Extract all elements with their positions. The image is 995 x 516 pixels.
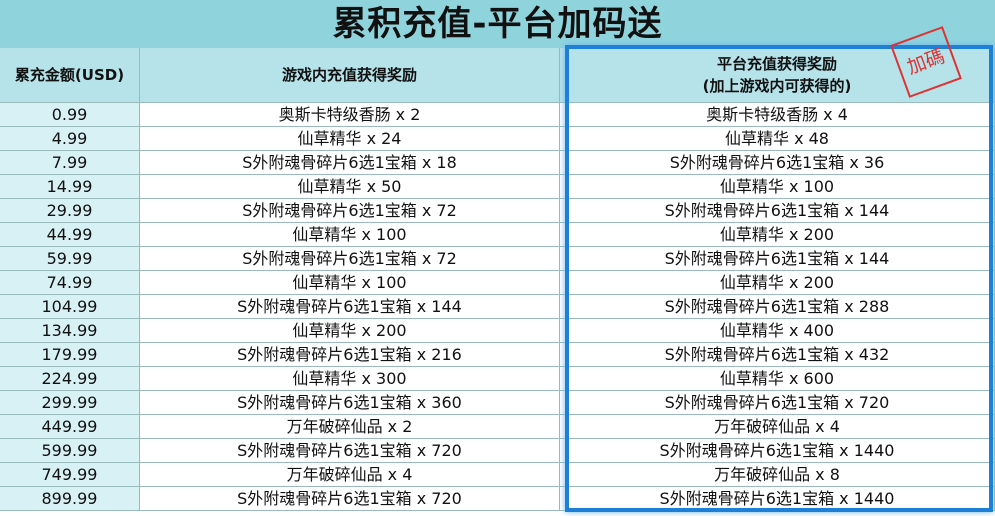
reward-cell: S外附魂骨碎片6选1宝箱 x 1440 [560,439,995,463]
amount-cell: 179.99 [0,343,140,367]
amount-cell: 899.99 [0,487,140,511]
amount-cell: 44.99 [0,223,140,247]
reward-cell: S外附魂骨碎片6选1宝箱 x 720 [140,487,560,511]
header-line: 平台充值获得奖励 [716,55,837,73]
reward-cell: S外附魂骨碎片6选1宝箱 x 288 [560,295,995,319]
reward-cell: 仙草精华 x 100 [140,223,560,247]
reward-cell: S外附魂骨碎片6选1宝箱 x 144 [560,199,995,223]
reward-cell: S外附魂骨碎片6选1宝箱 x 360 [140,391,560,415]
reward-cell: S外附魂骨碎片6选1宝箱 x 72 [140,199,560,223]
amount-cell: 74.99 [0,271,140,295]
reward-cell: 仙草精华 x 100 [140,271,560,295]
amount-cell: 134.99 [0,319,140,343]
reward-cell: S外附魂骨碎片6选1宝箱 x 432 [560,343,995,367]
reward-cell: S外附魂骨碎片6选1宝箱 x 144 [140,295,560,319]
amount-cell: 104.99 [0,295,140,319]
reward-cell: 仙草精华 x 200 [140,319,560,343]
reward-cell: S外附魂骨碎片6选1宝箱 x 36 [560,151,995,175]
reward-cell: S外附魂骨碎片6选1宝箱 x 1440 [560,487,995,511]
reward-cell: 仙草精华 x 200 [560,271,995,295]
reward-cell: 万年破碎仙品 x 8 [560,463,995,487]
reward-cell: 仙草精华 x 100 [560,175,995,199]
amount-cell: 299.99 [0,391,140,415]
amount-cell: 749.99 [0,463,140,487]
column-header: 累充金额(USD) [0,48,140,103]
amount-cell: 0.99 [0,103,140,127]
column-header: 平台充值获得奖励 (加上游戏内可获得的) [560,48,995,103]
column-header: 游戏内充值获得奖励 [140,48,560,103]
reward-cell: 仙草精华 x 50 [140,175,560,199]
reward-cell: S外附魂骨碎片6选1宝箱 x 18 [140,151,560,175]
title: 累积充值-平台加码送 [0,0,995,49]
amount-cell: 4.99 [0,127,140,151]
reward-cell: 万年破碎仙品 x 2 [140,415,560,439]
reward-cell: 仙草精华 x 600 [560,367,995,391]
reward-cell: 万年破碎仙品 x 4 [140,463,560,487]
reward-cell: 仙草精华 x 48 [560,127,995,151]
amount-cell: 14.99 [0,175,140,199]
reward-cell: S外附魂骨碎片6选1宝箱 x 720 [560,391,995,415]
reward-cell: 仙草精华 x 24 [140,127,560,151]
amount-cell: 29.99 [0,199,140,223]
reward-cell: S外附魂骨碎片6选1宝箱 x 216 [140,343,560,367]
reward-cell: S外附魂骨碎片6选1宝箱 x 72 [140,247,560,271]
reward-cell: 仙草精华 x 400 [560,319,995,343]
amount-cell: 449.99 [0,415,140,439]
reward-cell: 奥斯卡特级香肠 x 4 [560,103,995,127]
amount-cell: 7.99 [0,151,140,175]
reward-cell: 仙草精华 x 200 [560,223,995,247]
reward-cell: 万年破碎仙品 x 4 [560,415,995,439]
reward-cell: 奥斯卡特级香肠 x 2 [140,103,560,127]
header-line: (加上游戏内可获得的) [702,77,852,95]
reward-cell: 仙草精华 x 300 [140,367,560,391]
reward-cell: S外附魂骨碎片6选1宝箱 x 144 [560,247,995,271]
amount-cell: 599.99 [0,439,140,463]
amount-cell: 59.99 [0,247,140,271]
amount-cell: 224.99 [0,367,140,391]
reward-cell: S外附魂骨碎片6选1宝箱 x 720 [140,439,560,463]
